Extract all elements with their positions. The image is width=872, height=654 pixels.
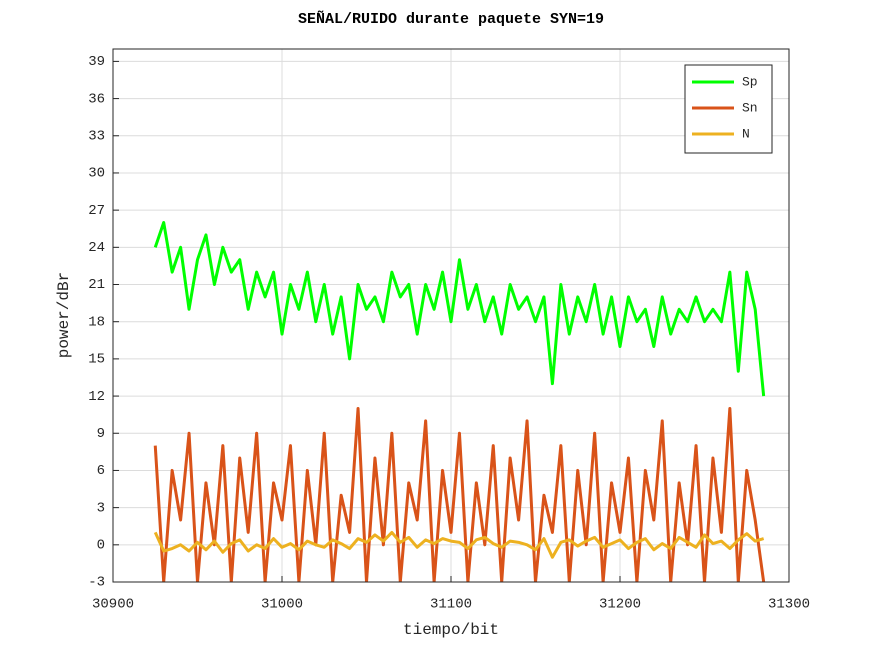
lines (153, 221, 766, 582)
y-tick-label: 30 (88, 166, 105, 182)
chart-title: SEÑAL/RUIDO durante paquete SYN=19 (298, 10, 604, 28)
x-tick-label: 31100 (430, 597, 472, 613)
y-axis-label: power/dBr (55, 272, 73, 358)
y-tick-label: 21 (88, 277, 105, 293)
series-line (153, 221, 766, 397)
x-tick-label: 30900 (92, 597, 134, 613)
legend: Sp Sn N (684, 64, 773, 154)
y-tick-label: -3 (88, 575, 105, 591)
x-tick-label: 31200 (599, 597, 641, 613)
y-tick-label: 36 (88, 91, 105, 107)
legend-label: N (742, 126, 750, 141)
y-tick-label: 39 (88, 54, 105, 70)
y-tick-label: 9 (97, 426, 105, 442)
y-tick-label: 3 (97, 500, 105, 516)
series-line (153, 530, 765, 559)
y-tick-label: 18 (88, 314, 105, 330)
y-tick-label: 33 (88, 128, 105, 144)
plot-frame (112, 48, 790, 583)
y-tick-label: 6 (97, 463, 105, 479)
y-tick-label: 24 (88, 240, 105, 256)
x-axis-label: tiempo/bit (403, 621, 499, 639)
x-tick-label: 31300 (768, 597, 810, 613)
y-tick-label: 0 (97, 538, 105, 554)
x-tick-label: 31000 (261, 597, 303, 613)
y-tick-label: 12 (88, 389, 105, 405)
y-tick-label: 15 (88, 352, 105, 368)
series-line (153, 406, 766, 582)
legend-label: Sp (742, 74, 758, 89)
y-tick-label: 27 (88, 203, 105, 219)
legend-label: Sn (742, 100, 758, 115)
